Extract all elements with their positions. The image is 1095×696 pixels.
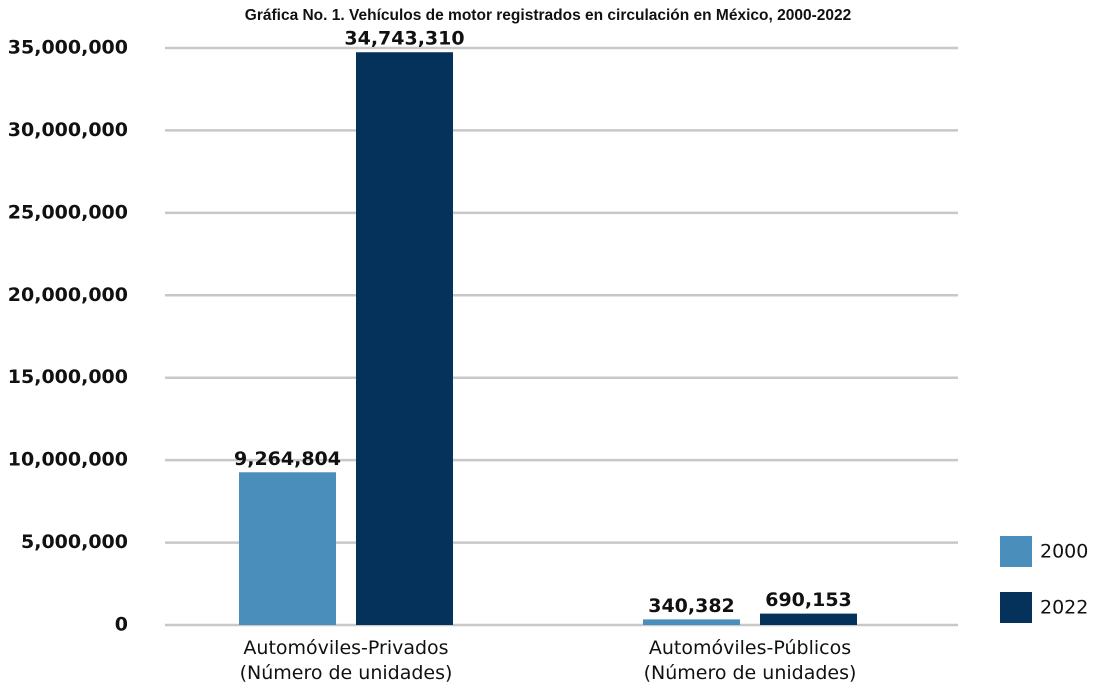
x-tick-label: Automóviles-Privados (Número de unidades… — [239, 637, 453, 684]
legend-swatch — [1000, 536, 1032, 567]
legend-swatch — [1000, 592, 1032, 623]
y-tick-label: 15,000,000 — [8, 366, 128, 388]
chart-title: Gráfica No. 1. Vehículos de motor regist… — [245, 7, 851, 24]
y-tick-label: 30,000,000 — [8, 119, 128, 141]
y-tick-label: 25,000,000 — [8, 201, 128, 223]
value-label: 9,264,804 — [234, 448, 341, 470]
x-tick-label: Automóviles-Públicos (Número de unidades… — [643, 637, 857, 684]
value-label: 34,743,310 — [344, 28, 464, 50]
y-tick-label: 5,000,000 — [21, 531, 128, 553]
value-label: 340,382 — [648, 595, 735, 617]
y-tick-label: 0 — [115, 614, 128, 636]
legend-label: 2000 — [1040, 541, 1088, 563]
value-label: 690,153 — [765, 589, 852, 611]
y-tick-label: 10,000,000 — [8, 449, 128, 471]
y-tick-label: 35,000,000 — [8, 37, 128, 59]
bar — [643, 619, 740, 625]
y-tick-label: 20,000,000 — [8, 284, 128, 306]
legend-label: 2022 — [1040, 597, 1088, 619]
bar — [239, 472, 336, 625]
bar — [356, 52, 453, 626]
bar — [760, 613, 857, 625]
